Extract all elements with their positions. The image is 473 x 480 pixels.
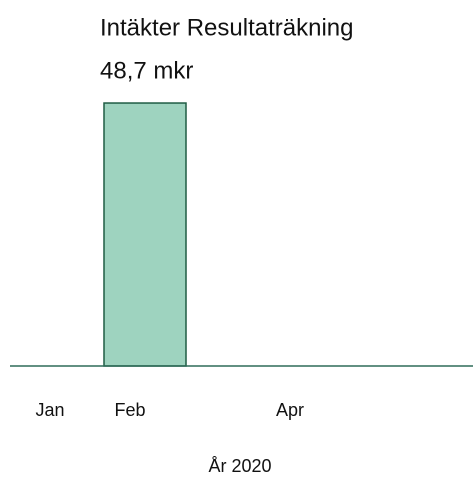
chart-title: Intäkter Resultaträkning	[100, 14, 353, 41]
x-tick-label: Apr	[276, 400, 304, 420]
x-axis-label: År 2020	[208, 456, 271, 476]
x-tick-label: Feb	[114, 400, 145, 420]
data-label: 48,7 mkr	[100, 57, 193, 84]
x-tick-label: Jan	[35, 400, 64, 420]
bar	[103, 102, 187, 367]
